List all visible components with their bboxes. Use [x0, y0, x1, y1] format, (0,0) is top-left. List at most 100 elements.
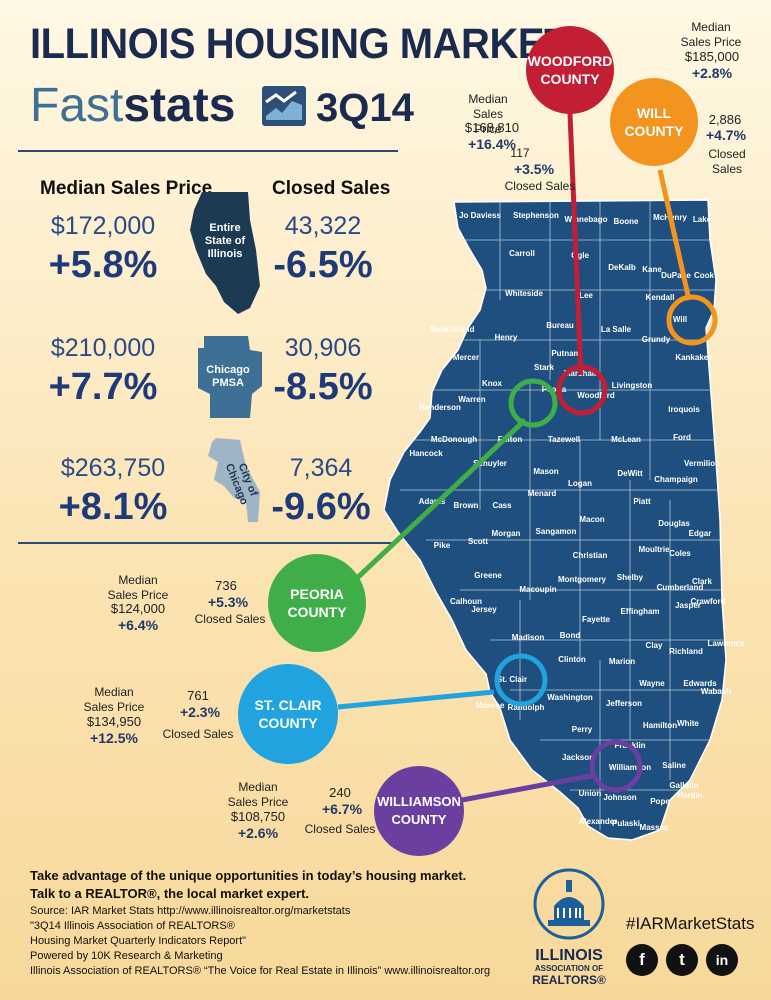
will-sales-label: Closed Sales — [708, 147, 746, 176]
county-label: Kankakee — [675, 353, 713, 362]
county-label: Christian — [573, 551, 608, 560]
county-label: Jasper — [675, 601, 701, 610]
chicago-pmsa-shape — [196, 334, 264, 425]
county-label: Sangamon — [536, 527, 577, 536]
williamson-sales-change: +6.7% — [321, 801, 363, 817]
county-label: Whiteside — [505, 289, 543, 298]
county-label: Peoria — [542, 385, 567, 394]
williamson-price-label: Median Sales Price — [227, 780, 289, 809]
county-label: Will — [673, 315, 687, 324]
woodford-price-label: Median Sales Price — [468, 92, 508, 136]
woodford-sales-change: +3.5% — [513, 161, 555, 177]
county-label: Shelby — [617, 573, 644, 582]
quarter-label: 3Q14 — [316, 86, 414, 130]
county-label: Rock Island — [430, 325, 475, 334]
county-label: Montgomery — [558, 575, 607, 584]
state-label: Entire State of Illinois — [204, 222, 246, 260]
county-label: Clay — [646, 641, 663, 650]
stclair-price-change: +12.5% — [90, 730, 138, 746]
county-label: Boone — [614, 217, 639, 226]
county-label: Carroll — [509, 249, 535, 258]
county-label: Cumberland — [657, 583, 704, 592]
stclair-price-label: Median Sales Price — [83, 685, 145, 714]
source-line: Source: IAR Market Stats http://www.illi… — [30, 905, 351, 917]
peoria-sales: 736 — [215, 578, 237, 593]
county-label: Bureau — [546, 321, 574, 330]
county-label: Richland — [669, 647, 703, 656]
county-label: Iroquois — [668, 405, 700, 414]
county-label: Marion — [609, 657, 635, 666]
county-label: Jersey — [471, 605, 497, 614]
will-price-label: Median Sales Price — [680, 20, 742, 49]
pmsa-label: Chicago PMSA — [206, 364, 250, 389]
county-label: Ogle — [571, 251, 589, 260]
county-label: Wayne — [639, 679, 665, 688]
county-label: Livingston — [612, 381, 653, 390]
county-label: Adams — [419, 497, 446, 506]
county-label: Fulton — [498, 435, 523, 444]
divider — [18, 150, 398, 152]
brand-stats: stats — [123, 79, 236, 132]
county-label: Edwards — [683, 679, 717, 688]
county-label: Lee — [579, 291, 593, 300]
williamson-sales: 240 — [329, 785, 351, 800]
county-label: Union — [579, 789, 602, 798]
county-label: Washington — [547, 693, 593, 702]
divider — [18, 542, 396, 544]
city-price-change: +8.1% — [58, 486, 168, 528]
peoria-connector — [353, 418, 527, 582]
stclair-sales-label: Closed Sales — [162, 727, 234, 741]
twitter-icon[interactable]: t — [666, 944, 698, 976]
county-label: Jo Daviess — [459, 211, 501, 220]
woodford-sales-label: Closed Sales — [504, 179, 576, 193]
county-label: Logan — [568, 479, 592, 488]
stclair-sales: 761 — [187, 688, 209, 703]
hashtag: #IARMarketStats — [626, 914, 755, 933]
peoria-county-badge: PEORIA COUNTY — [268, 554, 366, 652]
state-price: $172,000 — [50, 212, 156, 240]
pmsa-price-change: +7.7% — [48, 366, 158, 408]
county-label: Cass — [492, 501, 512, 510]
powered-by: Powered by 10K Research & Marketing — [30, 950, 223, 962]
facebook-icon[interactable]: f — [626, 944, 658, 976]
county-label: DuPage — [661, 271, 691, 280]
woodford-price: $168,810 — [464, 120, 520, 135]
association-line: Illinois Association of REALTORS® “The V… — [30, 965, 491, 977]
stclair-county-badge: ST. CLAIR COUNTY — [238, 664, 338, 764]
county-label: Clark — [692, 577, 713, 586]
county-label: Piatt — [633, 497, 651, 506]
county-label: Kane — [642, 265, 662, 274]
williamson-price: $108,750 — [230, 809, 286, 824]
state-sales-change: -6.5% — [273, 244, 373, 286]
linkedin-icon[interactable]: in — [706, 944, 738, 976]
county-label: Crawford — [690, 597, 725, 606]
illinois-state-shape — [188, 190, 263, 321]
county-label: Moultrie — [638, 545, 670, 554]
county-label: Monroe — [476, 701, 505, 710]
county-label: Jefferson — [606, 699, 642, 708]
iar-logo: ILLINOIS ASSOCIATION OF REALTORS® — [524, 866, 614, 987]
stclair-price: $134,950 — [86, 714, 142, 729]
county-label: Henderson — [419, 403, 461, 412]
county-label: Coles — [669, 549, 691, 558]
cta-line-2: Talk to a REALTOR®, the local market exp… — [30, 886, 310, 901]
peoria-price: $124,000 — [110, 601, 166, 616]
page-title: ILLINOIS HOUSING MARKET — [30, 20, 569, 68]
county-label: Alexander — [579, 817, 618, 826]
williamson-county-badge: WILLIAMSON COUNTY — [374, 766, 464, 856]
county-label: Calhoun — [450, 597, 482, 606]
pmsa-closed-sales: 30,906 — [284, 334, 362, 362]
logo-line-2: ASSOCIATION OF — [534, 964, 604, 973]
median-price-header: Median Sales Price — [40, 178, 213, 199]
county-label: Wabash — [701, 687, 731, 696]
will-sales-change: +4.7% — [705, 127, 747, 143]
stclair-connector — [337, 689, 495, 710]
report-line-1: "3Q14 Illinois Association of REALTORS® — [30, 920, 235, 932]
county-label: McDonough — [431, 435, 477, 444]
county-label: Effingham — [620, 607, 659, 616]
woodford-sales: 117 — [510, 146, 530, 160]
county-label: Lawrence — [708, 639, 745, 648]
peoria-sales-label: Closed Sales — [194, 612, 266, 626]
peoria-price-label: Median Sales Price — [107, 573, 169, 602]
city-closed-sales: 7,364 — [289, 454, 353, 482]
